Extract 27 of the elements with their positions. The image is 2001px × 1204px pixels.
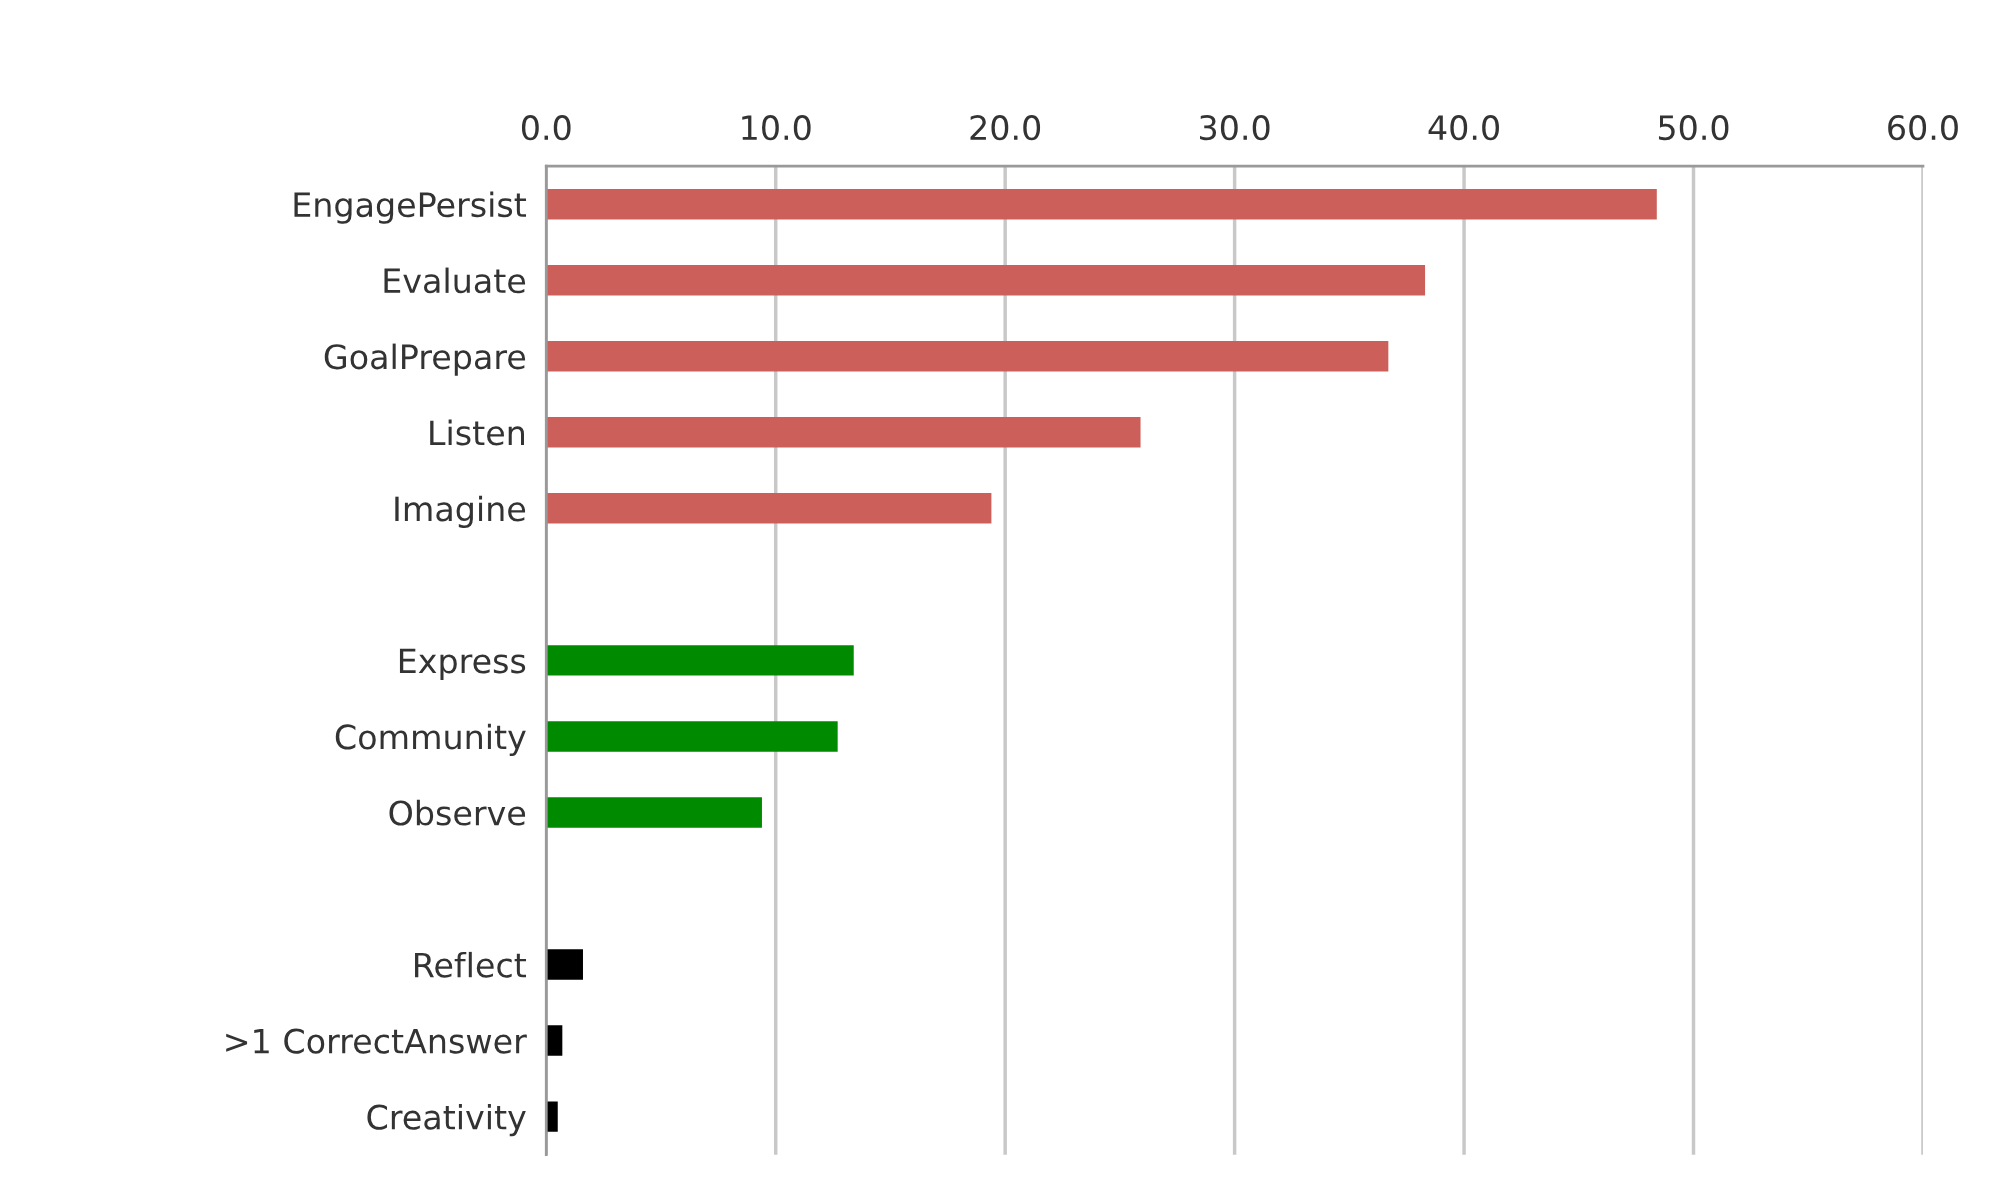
bar: [546, 493, 992, 524]
bar: [546, 721, 838, 752]
y-tick-label: Creativity: [367, 1103, 526, 1137]
x-tick-label: 10.0: [742, 115, 811, 141]
bar: [546, 188, 1657, 220]
y-tick-label: EngagePersist: [294, 191, 527, 224]
bar: [546, 645, 854, 676]
bar: [546, 341, 1389, 372]
x-tick-label: 20.0: [970, 115, 1041, 141]
y-tick-label: Listen: [430, 419, 524, 446]
y-tick-label: >1 CorrectAnswer: [226, 1028, 527, 1054]
x-tick-label: 30.0: [1200, 115, 1270, 141]
bar: [546, 949, 583, 980]
y-tick-label: Express: [399, 648, 526, 680]
y-tick-label: Reflect: [415, 951, 527, 978]
y-tick-label: Imagine: [395, 495, 526, 528]
x-tick-label: 40.0: [1428, 115, 1499, 141]
y-tick-label: Community: [335, 723, 526, 757]
y-tick-label: Evaluate: [384, 267, 526, 294]
bar: [546, 797, 762, 828]
y-tick-label: Observe: [389, 799, 526, 826]
bar: [546, 417, 1141, 448]
y-tick-label: GoalPrepare: [324, 343, 526, 376]
x-tick-label: 60.0: [1888, 115, 1958, 141]
x-tick-label: 0.0: [521, 115, 571, 141]
x-tick-label: 50.0: [1658, 115, 1729, 141]
bar: [546, 265, 1426, 296]
